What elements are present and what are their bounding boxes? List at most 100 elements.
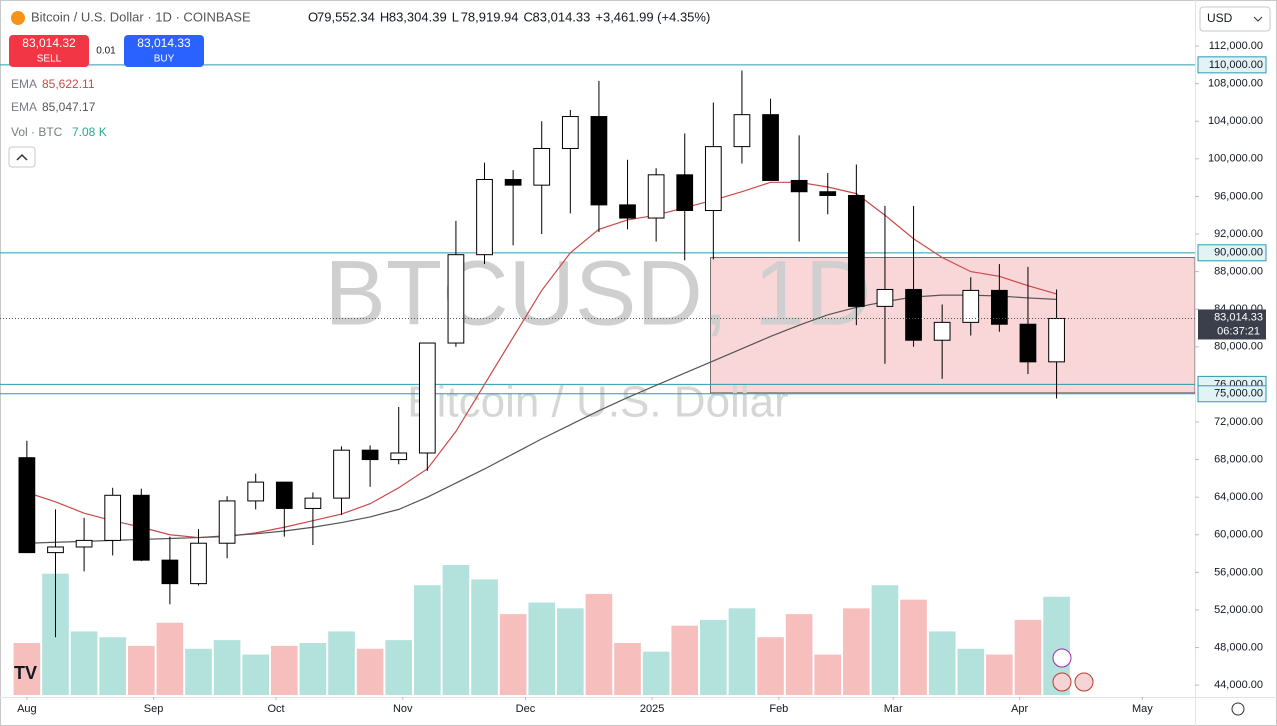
- volume-bar: [871, 585, 899, 695]
- volume-bar: [99, 637, 126, 695]
- volume-bar: [671, 625, 699, 695]
- x-tick-label: Apr: [1011, 703, 1028, 715]
- x-tick-label: Mar: [884, 703, 903, 715]
- settings-icon[interactable]: [1231, 702, 1245, 716]
- volume-bar: [928, 631, 956, 695]
- candle-body: [333, 449, 350, 499]
- currency-select[interactable]: [1199, 6, 1271, 32]
- y-tick-label: 68,000.00: [1214, 453, 1263, 465]
- ohlc-key: H: [380, 9, 389, 24]
- legend-name: EMA: [11, 77, 37, 91]
- level-label-box: [1197, 56, 1267, 74]
- buy-button[interactable]: [124, 35, 204, 67]
- volume-bar: [442, 565, 470, 695]
- volume-bar: [356, 648, 384, 695]
- sell-button[interactable]: [9, 35, 89, 67]
- y-tick-label: 52,000.00: [1214, 604, 1263, 616]
- candle-body: [1048, 317, 1065, 363]
- y-tick-label: 100,000.00: [1208, 153, 1263, 165]
- candle-body: [733, 114, 751, 148]
- axis-layer: 44,000.00 48,000.00 52,000.00 56,000.00 60,0…: [17, 40, 1267, 715]
- events-icon[interactable]: [1052, 648, 1072, 668]
- level-label-box: [1197, 385, 1267, 403]
- y-tick-label: 72,000.00: [1214, 416, 1263, 428]
- candle-body: [304, 497, 322, 509]
- y-tick-label: 112,000.00: [1209, 40, 1263, 52]
- candle-body: [619, 204, 636, 219]
- candle-body: [275, 481, 293, 509]
- legend-value: 85,622.11: [42, 77, 95, 91]
- ohlc-value: 83,014.33: [533, 9, 591, 24]
- y-tick-label: 44,000.00: [1214, 679, 1263, 691]
- x-tick-label: May: [1132, 703, 1153, 715]
- level-label: 90,000.00: [1214, 247, 1263, 259]
- candle-body: [75, 539, 93, 548]
- volume-bar: [900, 599, 927, 695]
- symbol-title: Bitcoin / U.S. Dollar · 1D · COINBASE: [31, 9, 251, 24]
- countdown: 06:37:21: [1217, 325, 1260, 337]
- collapse-button[interactable]: [8, 146, 36, 168]
- candle-body: [476, 179, 493, 256]
- candle-body: [876, 288, 894, 307]
- volume-bar: [414, 585, 441, 695]
- candle-body: [762, 114, 779, 181]
- candle-body: [819, 191, 837, 196]
- ohlc-key: L: [452, 9, 459, 24]
- y-tick-label: 92,000.00: [1214, 228, 1263, 240]
- y-tick-label: 80,000.00: [1214, 341, 1263, 353]
- volume-bar: [156, 622, 184, 695]
- watermark-symbol: BTCUSD, 1D: [325, 242, 872, 344]
- legend-value: 85,047.17: [42, 100, 96, 114]
- sell-price: 83,014.32: [22, 36, 76, 50]
- candle-body: [18, 457, 36, 554]
- y-tick-label: 48,000.00: [1214, 641, 1263, 653]
- candle-body: [190, 542, 207, 585]
- candle-body: [990, 289, 1008, 325]
- candle-body: [447, 254, 465, 344]
- x-tick-label: Feb: [769, 703, 788, 715]
- candle-body: [962, 289, 980, 323]
- candle-body: [905, 288, 922, 341]
- coin-icon: [11, 11, 25, 25]
- buy-price: 83,014.33: [137, 36, 191, 50]
- volume-bar: [242, 654, 270, 695]
- y-tick-label: 108,000.00: [1208, 78, 1263, 90]
- x-tick-label: Nov: [393, 703, 413, 715]
- spread: 0.01: [96, 46, 116, 57]
- y-tick-label: 56,000.00: [1214, 566, 1263, 578]
- volume-bar: [642, 651, 670, 695]
- candle-body: [676, 174, 694, 212]
- volume-bar: [13, 643, 41, 695]
- level-label: 75,000.00: [1214, 388, 1263, 400]
- volume-bar: [728, 608, 756, 695]
- last-price-label: 83,014.33: [1214, 311, 1263, 323]
- ohlc-value: 79,552.34: [317, 9, 375, 24]
- candle-body: [933, 321, 951, 341]
- plot-layer: [0, 64, 1195, 638]
- candle-body: [161, 559, 179, 585]
- candle-body: [590, 116, 608, 206]
- volume-bar: [700, 619, 727, 695]
- volume-bar: [499, 614, 527, 695]
- volume-bar: [528, 602, 556, 695]
- candle-body: [647, 174, 665, 219]
- volume-bar: [299, 643, 327, 695]
- volume-bar: [986, 654, 1013, 695]
- ohlc-row: O79,552.34 H 83,304.39 L 78,919.94 C 83,014.33…: [308, 9, 710, 24]
- event-flag[interactable]: [1074, 672, 1094, 692]
- tv-logo: TV: [14, 663, 37, 683]
- buy-label: BUY: [154, 54, 175, 65]
- volume-bar: [271, 645, 298, 695]
- candle-body: [218, 500, 236, 544]
- candle-body: [847, 194, 865, 307]
- candle-body: [418, 342, 436, 454]
- volume-bar: [785, 614, 813, 695]
- volume-bar: [585, 593, 613, 695]
- volume-label: Vol · BTC: [11, 125, 63, 139]
- legend: EMA 85,622.11 EMA 85,047.17: [11, 77, 96, 114]
- event-flag[interactable]: [1052, 672, 1072, 692]
- collapse-icon: [16, 153, 28, 161]
- y-tick-label: 64,000.00: [1214, 491, 1263, 503]
